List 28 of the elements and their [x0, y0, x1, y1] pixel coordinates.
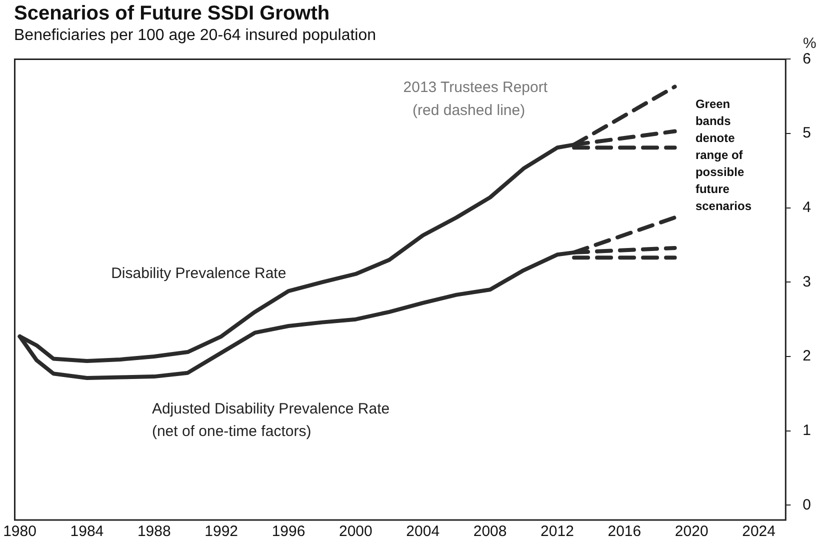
x-tick-label: 2012: [540, 523, 574, 540]
y-axis-title: %: [802, 34, 816, 52]
x-tick-label: 1992: [204, 523, 238, 540]
annotation: Green bands denote range of possible future scenarios: [695, 97, 752, 214]
chart-title: Scenarios of Future SSDI Growth: [14, 2, 330, 25]
annotation: 2013 Trustees Report: [403, 78, 548, 96]
y-tick-label: 0: [802, 496, 811, 514]
x-tick-label: 2008: [473, 523, 507, 540]
y-tick-label: 5: [802, 124, 811, 142]
x-tick-label: 2016: [608, 523, 642, 540]
y-tick-label: 3: [802, 273, 811, 290]
y-tick-label: 4: [802, 198, 811, 216]
y-tick-label: 1: [802, 422, 811, 439]
annotation: Disability Prevalence Rate: [111, 265, 286, 282]
x-tick-label: 1980: [3, 523, 36, 540]
y-tick-label: 2: [802, 348, 811, 365]
x-tick-label: 1988: [137, 523, 171, 540]
annotation: (net of one-time factors): [152, 423, 312, 440]
x-tick-label: 2000: [339, 523, 372, 540]
x-tick-label: 2004: [406, 523, 440, 540]
x-tick-label: 1996: [272, 523, 306, 540]
y-tick-label: 6: [802, 50, 811, 68]
annotation: (red dashed line): [412, 102, 526, 119]
x-tick-label: 2024: [742, 523, 776, 540]
x-tick-label: 1984: [70, 523, 104, 540]
annotation: Adjusted Disability Prevalence Rate: [152, 400, 390, 418]
chart-subtitle: Beneficiaries per 100 age 20-64 insured population: [14, 27, 376, 44]
x-tick-label: 2020: [674, 523, 708, 540]
